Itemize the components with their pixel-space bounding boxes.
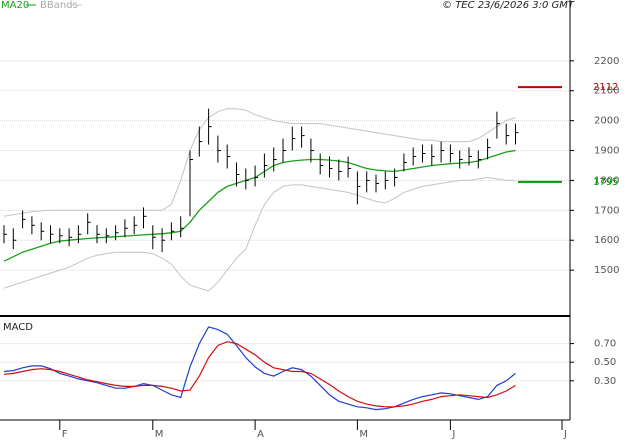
y-tick-label: 0.30 bbox=[594, 376, 616, 387]
x-tick-label: M bbox=[359, 429, 368, 440]
copyright: © TEC 23/6/2026 3:0 GMT bbox=[442, 0, 575, 11]
panel-title: MACD bbox=[3, 322, 33, 333]
y-tick-label: 1600 bbox=[594, 235, 619, 246]
macd-line bbox=[3, 341, 516, 408]
legend-ma20: MA20 bbox=[1, 0, 29, 11]
x-tick-label: J bbox=[451, 429, 455, 440]
y-tick-label: 1700 bbox=[594, 205, 619, 216]
band-line bbox=[3, 176, 516, 292]
y-tick-label: 0.50 bbox=[594, 357, 616, 368]
x-tick-label: F bbox=[62, 429, 68, 440]
y-tick-label: 2100 bbox=[594, 86, 619, 97]
price-level-label: 1795 bbox=[593, 177, 618, 188]
y-tick-label: 2000 bbox=[594, 116, 619, 127]
band-line bbox=[3, 108, 516, 217]
y-tick-label: 2200 bbox=[594, 56, 619, 67]
legend-bbands: BBands bbox=[40, 0, 78, 11]
ma-line bbox=[3, 149, 516, 262]
macd-line bbox=[3, 326, 516, 411]
y-tick-label: 1900 bbox=[594, 146, 619, 157]
x-tick-label: J bbox=[563, 429, 567, 440]
x-tick-label: M bbox=[155, 429, 164, 440]
y-tick-label: 1500 bbox=[594, 265, 619, 276]
x-tick-label: A bbox=[257, 429, 264, 440]
y-tick-label: 1800 bbox=[594, 175, 619, 186]
price-level-label: 2112 bbox=[593, 82, 618, 93]
y-tick-label: 0.70 bbox=[594, 339, 616, 350]
